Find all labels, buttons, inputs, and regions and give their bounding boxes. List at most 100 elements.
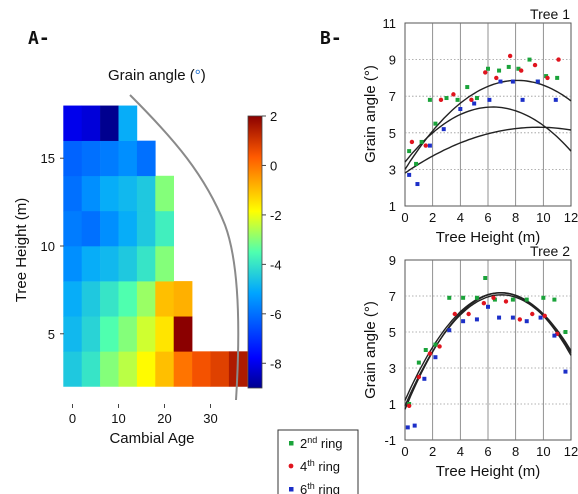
- tree1-fit-curve: [404, 79, 572, 170]
- heatmap-x-tick-label: 30: [203, 411, 217, 426]
- tree2-point: [474, 317, 479, 322]
- tree1-point: [556, 57, 561, 62]
- tree2-point: [492, 297, 497, 302]
- tree1-point: [486, 66, 490, 71]
- heatmap-cell: [155, 316, 174, 352]
- heatmap-x-tick-label: 10: [111, 411, 125, 426]
- heatmap-cell: [100, 316, 119, 352]
- heatmap-cell: [173, 316, 193, 352]
- heatmap-cell: [100, 246, 119, 282]
- tree1-point: [553, 97, 558, 102]
- tree1-point: [507, 53, 513, 59]
- tree1-point: [510, 79, 515, 84]
- tree2-point: [423, 348, 428, 352]
- tree1-x-tick-label: 2: [429, 210, 436, 225]
- heatmap-cell: [118, 351, 138, 387]
- tree1-point: [444, 96, 449, 101]
- tree1-grid: [405, 23, 571, 206]
- heatmap-y-tick-label: 10: [41, 239, 55, 254]
- tree2-point: [510, 297, 515, 302]
- heatmap-y-label: Tree Height (m): [13, 198, 30, 302]
- tree2-x-tick-label: 12: [564, 444, 578, 459]
- tree2-point: [524, 319, 529, 324]
- heatmap-cell: [100, 175, 119, 212]
- tree1-y-tick-label: 11: [383, 16, 397, 31]
- tree2-point: [433, 342, 438, 347]
- heatmap-cell: [118, 281, 138, 317]
- tree1-point: [474, 96, 479, 101]
- colorbar-tick-label: 0: [270, 158, 277, 173]
- legend: 2nd ring 4th ring 6th ring: [277, 429, 359, 494]
- tree2-points: [405, 276, 568, 430]
- tree2-point: [481, 301, 487, 306]
- heatmap-cell: [136, 316, 156, 352]
- tree2-x-tick-label: 8: [512, 444, 519, 459]
- heatmap-cell: [155, 351, 174, 387]
- heatmap-cell: [136, 140, 156, 177]
- heatmap-cell: [63, 281, 82, 317]
- tree1-point: [455, 97, 460, 102]
- heatmap-y-tick-label: 15: [41, 151, 55, 166]
- tree1-point: [441, 127, 446, 132]
- heatmap-cell: [81, 210, 101, 247]
- tree1-y-tick-label: 3: [389, 162, 396, 177]
- colorbar: [247, 115, 263, 389]
- legend-label: 4th ring: [300, 458, 340, 474]
- tree1-x-tick-label: 12: [564, 210, 578, 225]
- tree1-point: [497, 68, 502, 73]
- tree2-point: [466, 311, 471, 317]
- heatmap-cell: [100, 140, 119, 177]
- heatmap-cell: [100, 351, 119, 387]
- colorbar-tick-label: -6: [270, 307, 282, 322]
- tree1-point: [545, 75, 550, 81]
- heatmap-cell: [136, 210, 156, 247]
- tree2-y-tick-label: 3: [389, 361, 396, 376]
- tree2-y-tick-label: 1: [389, 397, 396, 412]
- heatmap-cell: [81, 351, 101, 387]
- tree2-point: [563, 330, 568, 334]
- tree2-point: [538, 315, 543, 320]
- heatmap-cell: [81, 246, 101, 282]
- tree1-point: [419, 139, 424, 144]
- tree2-point: [433, 355, 438, 360]
- tree1-x-tick-label: 4: [457, 210, 464, 225]
- tree2-x-tick-label: 6: [484, 444, 491, 459]
- tree1-point: [458, 107, 463, 112]
- heatmap-cell: [118, 316, 138, 352]
- tree1-x-tick-label: 6: [484, 210, 491, 225]
- tree1-point: [423, 143, 428, 148]
- tree2-point: [452, 311, 457, 317]
- legend-marker: [289, 487, 294, 492]
- tree1-fit-curve: [404, 106, 572, 163]
- colorbar-tick-label: 2: [270, 109, 277, 124]
- tree2-point: [422, 376, 427, 381]
- heatmap-cell: [155, 246, 174, 282]
- tree2-y-tick-label: 7: [389, 289, 396, 304]
- tree2-point: [406, 403, 412, 408]
- tree1-point: [516, 66, 521, 71]
- tree2-point: [437, 344, 442, 349]
- trunk-outline-curve: [129, 94, 240, 401]
- tree1-point: [494, 75, 499, 81]
- panel-label-a: A-: [28, 28, 50, 49]
- tree1-y-tick-label: 5: [389, 126, 396, 141]
- heatmap-cell: [63, 246, 82, 282]
- tree2-point: [412, 423, 417, 428]
- tree1-point: [427, 97, 432, 102]
- tree2-point: [541, 295, 546, 300]
- heatmap-cells: [63, 105, 248, 387]
- tree1-point: [483, 70, 488, 75]
- heatmap-cell: [155, 175, 174, 212]
- tree2-point: [517, 317, 523, 322]
- heatmap-cell: [192, 351, 211, 387]
- colorbar-tick-label: -8: [270, 356, 282, 371]
- tree2-point: [552, 297, 557, 302]
- tree2-point: [552, 333, 557, 338]
- tree1-point: [465, 85, 470, 90]
- tree1-x-tick-label: 8: [512, 210, 519, 225]
- tree2-point: [563, 369, 568, 374]
- tree2-y-tick-label: 5: [389, 325, 396, 340]
